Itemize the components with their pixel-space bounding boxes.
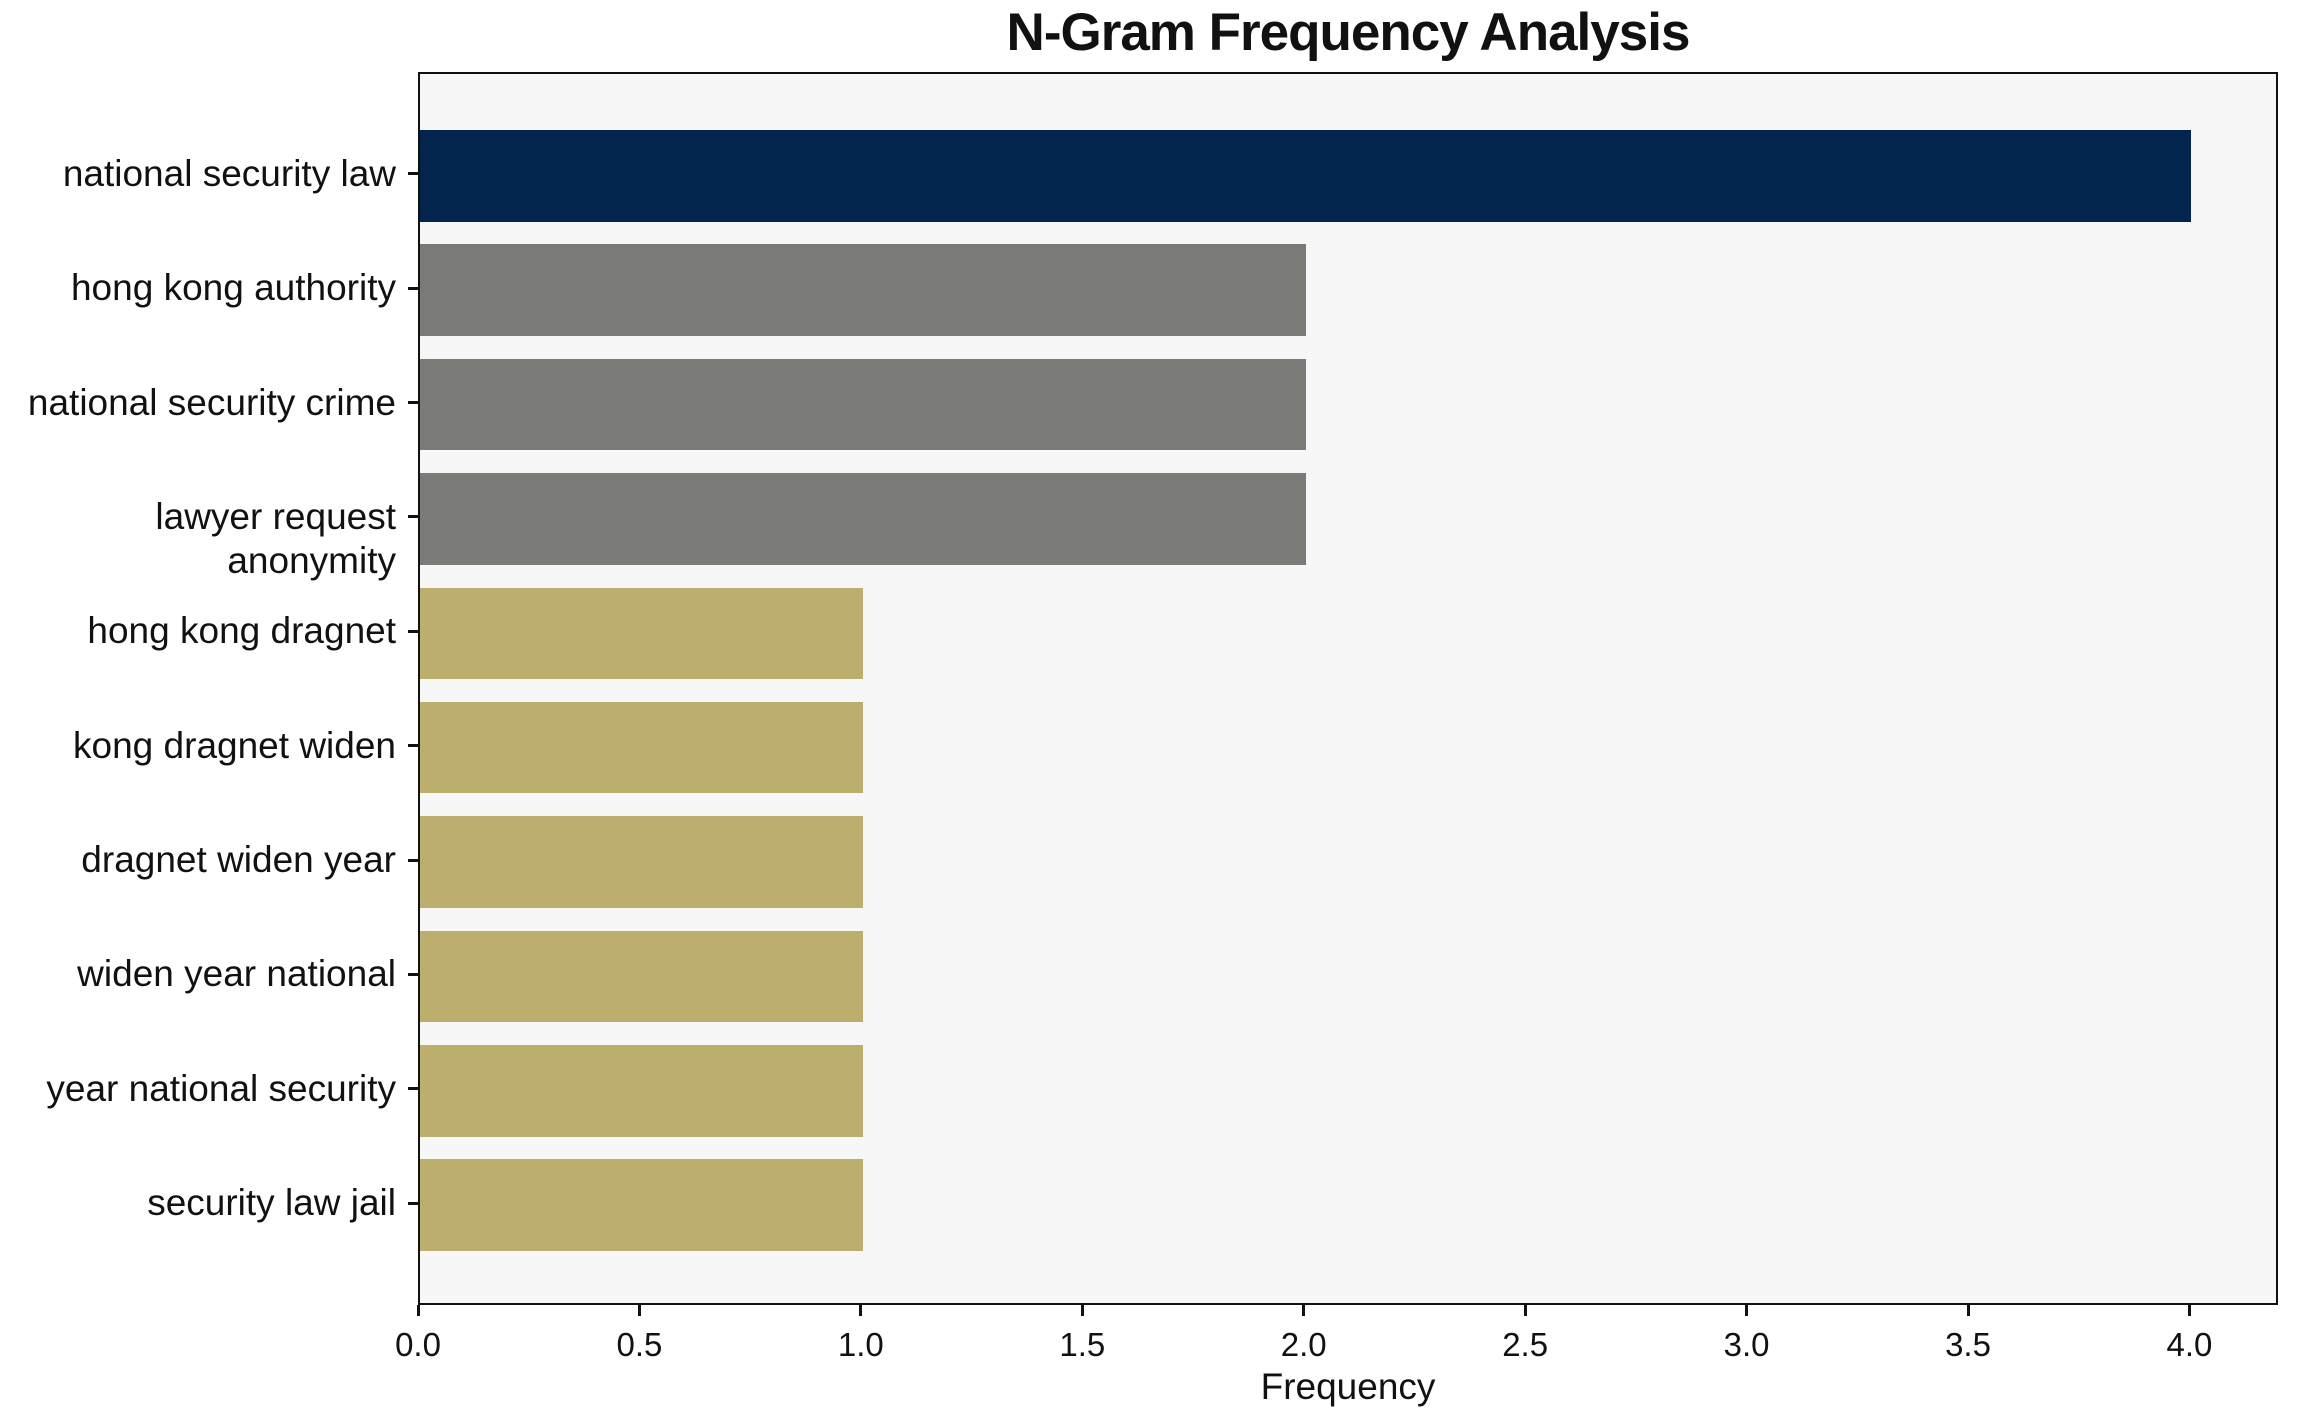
y-tick-label: hong kong authority xyxy=(70,267,396,309)
x-tick-label: 0.0 xyxy=(395,1326,441,1363)
x-tick-label: 3.5 xyxy=(1945,1326,1991,1363)
x-tick-label: 1.0 xyxy=(837,1326,884,1363)
x-axis-label: Frequency xyxy=(1260,1366,1436,1407)
x-tick-mark xyxy=(2187,1305,2191,1316)
bar-hong-kong-dragnet xyxy=(420,587,863,680)
x-tick-mark xyxy=(1745,1305,1749,1316)
x-tick-label: 4.0 xyxy=(2166,1326,2213,1363)
y-tick-mark xyxy=(408,972,418,976)
plot-area xyxy=(418,72,2278,1305)
bar-widen-year-national xyxy=(420,930,863,1023)
y-tick-label: widen year national xyxy=(77,953,396,995)
x-tick-label: 3.0 xyxy=(1723,1326,1770,1363)
x-tick-label: 0.5 xyxy=(616,1326,663,1363)
x-tick-mark xyxy=(1523,1305,1527,1316)
y-tick-mark xyxy=(408,1201,418,1205)
y-tick-label: security law jail xyxy=(147,1182,396,1224)
y-tick-mark xyxy=(408,858,418,862)
y-tick-mark xyxy=(408,515,418,519)
x-tick-mark xyxy=(1966,1305,1970,1316)
y-tick-label: kong dragnet widen xyxy=(73,724,396,766)
x-tick-label: 2.0 xyxy=(1280,1326,1327,1363)
x-tick-mark xyxy=(859,1305,863,1316)
x-tick-label: 2.5 xyxy=(1502,1326,1549,1363)
y-tick-mark xyxy=(408,172,418,176)
bar-national-security-crime xyxy=(420,358,1306,451)
x-tick-mark xyxy=(416,1305,420,1316)
y-tick-mark xyxy=(408,286,418,290)
bar-security-law-jail xyxy=(420,1159,863,1251)
bar-hong-kong-authority xyxy=(420,244,1306,336)
x-tick-mark xyxy=(1302,1305,1306,1316)
y-tick-mark xyxy=(408,629,418,633)
y-tick-label: lawyer request anonymity xyxy=(155,495,396,581)
bar-dragnet-widen-year xyxy=(420,816,863,908)
chart-title: N-Gram Frequency Analysis xyxy=(1006,3,1691,62)
y-tick-mark xyxy=(408,401,418,405)
bar-year-national-security xyxy=(420,1045,863,1137)
x-tick-mark xyxy=(1080,1305,1084,1316)
y-tick-label: year national security xyxy=(46,1067,396,1109)
y-tick-mark xyxy=(408,744,418,748)
y-tick-label: hong kong dragnet xyxy=(87,610,396,652)
y-tick-mark xyxy=(408,1087,418,1091)
y-tick-label: national security law xyxy=(62,152,396,194)
bar-national-security-law xyxy=(420,130,2192,222)
y-tick-label: national security crime xyxy=(27,381,396,423)
x-tick-label: 1.5 xyxy=(1059,1326,1106,1363)
bar-kong-dragnet-widen xyxy=(420,701,863,794)
y-tick-label: dragnet widen year xyxy=(81,839,396,881)
x-tick-mark xyxy=(637,1305,641,1316)
bar-lawyer-request-anonymity xyxy=(420,473,1306,565)
